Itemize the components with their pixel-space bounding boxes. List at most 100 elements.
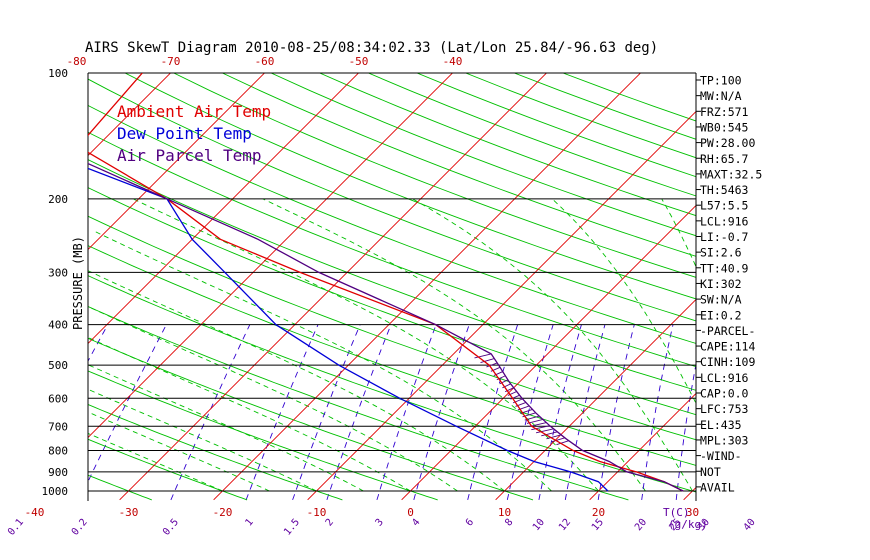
mixing-ratio-line (88, 324, 167, 483)
index-label: EL:435 (700, 418, 742, 432)
bottom-temp-tick-label: 0 (407, 506, 414, 519)
isotherm-line (589, 392, 696, 501)
index-label: PW:28.00 (700, 136, 755, 150)
x-axis-label-mixing: (g/kg) (668, 518, 708, 531)
dry-adiabat-line (88, 404, 343, 501)
index-label: MPL:303 (700, 433, 749, 447)
mixing-ratio-tick-label: 2 (324, 517, 336, 529)
cape-hatch-line (546, 434, 562, 440)
top-temp-tick-labels: -120-110-100-90-80-70-60-50-40 (67, 55, 463, 68)
bottom-temp-tick-label: -40 (25, 506, 45, 519)
isotherm-line (213, 73, 642, 501)
index-label: LCL:916 (700, 371, 749, 385)
cape-hatch-line (486, 362, 498, 368)
mixing-ratio-line (292, 324, 361, 501)
index-label: -PARCEL- (700, 324, 755, 338)
index-label: L57:5.5 (700, 199, 748, 213)
bottom-temp-tick-label: -30 (119, 506, 139, 519)
mixing-ratio-line (564, 324, 606, 500)
mixing-ratio-tick-label: 4 (410, 517, 422, 529)
isotherm-line (401, 204, 696, 501)
cape-hatch-line (507, 391, 517, 396)
cape-hatch-line (493, 371, 503, 377)
bottom-temp-tick-label: 20 (592, 506, 605, 519)
index-label: LI:-0.7 (700, 230, 749, 244)
top-temp-tick-label: -40 (443, 55, 463, 68)
cape-hatch-line (535, 428, 554, 434)
mixing-ratio-line (326, 324, 392, 501)
index-label: SW:N/A (700, 293, 742, 307)
bottom-temp-tick-label: 10 (498, 506, 511, 519)
index-label: AVAIL (700, 480, 735, 494)
dry-adiabat-line (88, 131, 696, 368)
sounding-profiles (88, 73, 684, 492)
top-temp-tick-label: -80 (67, 55, 87, 68)
index-label: CAP:0.0 (700, 387, 749, 401)
isotherms (88, 73, 696, 501)
pressure-tick-label: 600 (48, 392, 68, 405)
index-label: LCL:916 (700, 214, 749, 228)
dry-adiabat-line (173, 73, 696, 278)
mixing-ratio-tick-label: 3 (374, 517, 386, 529)
legend-entry: Air Parcel Temp (117, 146, 262, 165)
grid-lines (88, 73, 696, 501)
index-label: SI:2.6 (700, 246, 742, 260)
index-label: MAXT:32.5 (700, 167, 762, 181)
mixing-ratio-tick-label: 6 (464, 517, 476, 529)
mixing-ratio-line (467, 324, 519, 501)
index-label: TT:40.9 (700, 261, 749, 275)
profile-air-parcel-temp (88, 162, 684, 492)
isotherm-line (88, 73, 266, 251)
dry-adiabat-line (88, 215, 696, 441)
dry-adiabats (88, 73, 696, 501)
mixing-ratio-line (641, 324, 674, 500)
y-axis-label: PRESSURE (MB) (71, 236, 85, 330)
dry-adiabat-line (88, 337, 534, 501)
bottom-temp-tick-label: -20 (213, 506, 233, 519)
legend-entry: Dew Point Temp (117, 124, 252, 143)
top-temp-tick-label: -60 (255, 55, 275, 68)
isotherm-line (88, 73, 172, 157)
dry-adiabat-line (88, 159, 696, 391)
index-label: LFC:753 (700, 402, 749, 416)
mixing-ratio-tick-label: 1 (243, 517, 255, 529)
legend: Ambient Air Temp Dew Point Temp Air Parcel… (117, 102, 271, 165)
pressure-tick-label: 300 (48, 266, 68, 279)
isotherm-line (495, 298, 696, 501)
mixing-ratio-line (376, 324, 437, 501)
dry-adiabat-line (88, 305, 629, 501)
index-label: CINH:109 (700, 355, 755, 369)
legend-entry: Ambient Air Temp (117, 102, 271, 121)
cape-hatch-line (499, 379, 509, 385)
dry-adiabat-line (88, 438, 248, 501)
mixing-ratio-line (413, 324, 470, 501)
top-temp-tick-label: -50 (349, 55, 369, 68)
index-label: KI:302 (700, 277, 742, 291)
mixing-ratio-line (675, 361, 696, 500)
isotherm-line (88, 73, 454, 439)
isotherm-line (88, 73, 360, 345)
moist-adiabat-line (95, 231, 552, 492)
moist-adiabat-line (88, 364, 364, 492)
index-label: MW:N/A (700, 89, 742, 103)
cape-hatch-line (480, 358, 495, 363)
index-label: -WIND- (700, 449, 742, 463)
pressure-tick-label: 400 (48, 319, 68, 332)
bottom-temp-tick-label: -10 (307, 506, 327, 519)
profile-dew-point-temp (88, 167, 609, 492)
cape-hatch-line (541, 431, 558, 437)
index-label: TH:5463 (700, 183, 749, 197)
moist-adiabat-line (88, 270, 505, 492)
cape-hatch-line (556, 440, 569, 446)
bottom-temp-tick-label: 30 (686, 506, 699, 519)
cape-hatch-line (474, 353, 492, 359)
index-label: NOT (700, 465, 721, 479)
isotherm-line (307, 110, 696, 501)
moist-adiabat-line (88, 432, 223, 492)
cape-hatch-line (531, 425, 550, 431)
moist-adiabat-line (88, 411, 270, 492)
x-axis-label-temp: T(C) (663, 506, 690, 519)
mixing-ratio-line (506, 324, 554, 500)
pressure-tick-labels: 100 200 300 400 500 600 700 800 900 1000 (42, 67, 69, 498)
